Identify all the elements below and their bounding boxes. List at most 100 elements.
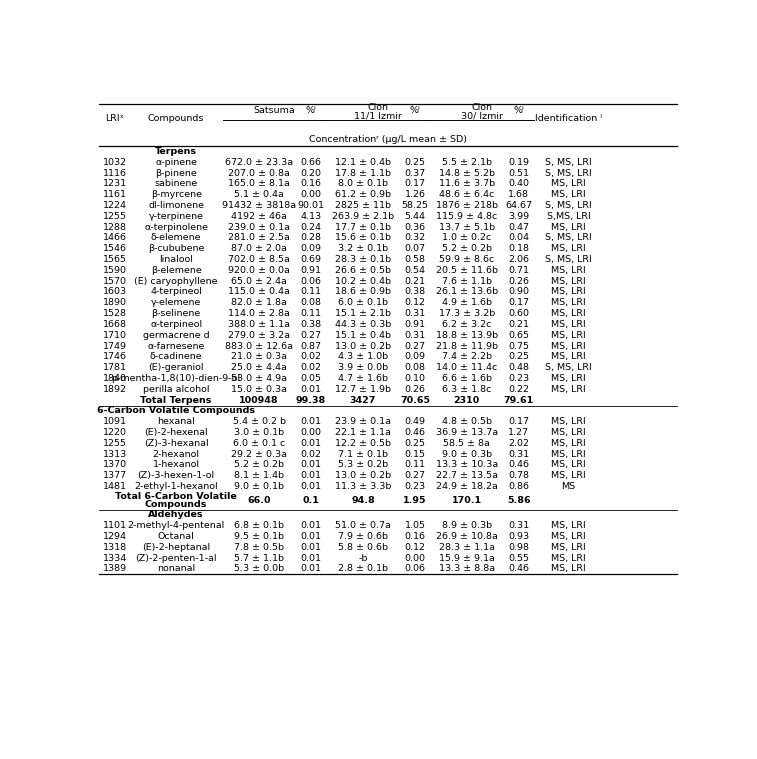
Text: Clon: Clon	[368, 103, 389, 112]
Text: 6.0 ± 0.1 c: 6.0 ± 0.1 c	[233, 439, 285, 448]
Text: 18.8 ± 13.9b: 18.8 ± 13.9b	[436, 331, 498, 340]
Text: 8.0 ± 0.1b: 8.0 ± 0.1b	[338, 179, 388, 188]
Text: 0.49: 0.49	[404, 417, 425, 427]
Text: 1161: 1161	[102, 191, 126, 199]
Text: S, MS, LRI: S, MS, LRI	[545, 201, 592, 210]
Text: MS, LRI: MS, LRI	[551, 191, 586, 199]
Text: 0.00: 0.00	[301, 428, 322, 437]
Text: 0.69: 0.69	[301, 255, 322, 264]
Text: 0.02: 0.02	[301, 352, 322, 361]
Text: 5.5 ± 2.1b: 5.5 ± 2.1b	[442, 158, 492, 167]
Text: 0.06: 0.06	[301, 277, 322, 285]
Text: 0.08: 0.08	[404, 363, 425, 372]
Text: MS, LRI: MS, LRI	[551, 288, 586, 297]
Text: (E) caryophyllene: (E) caryophyllene	[135, 277, 218, 285]
Text: 65.0 ± 2.4a: 65.0 ± 2.4a	[231, 277, 287, 285]
Text: 1-hexanol: 1-hexanol	[153, 461, 200, 470]
Text: 3427: 3427	[350, 395, 376, 405]
Text: δ-elemene: δ-elemene	[151, 234, 201, 242]
Text: 1231: 1231	[102, 179, 126, 188]
Text: 0.26: 0.26	[508, 277, 529, 285]
Text: 5.8 ± 0.6b: 5.8 ± 0.6b	[338, 543, 388, 552]
Text: MS, LRI: MS, LRI	[551, 244, 586, 254]
Text: 91432 ± 3818a: 91432 ± 3818a	[222, 201, 296, 210]
Text: 1255: 1255	[102, 212, 126, 221]
Text: 115.0 ± 0.4a: 115.0 ± 0.4a	[229, 288, 290, 297]
Text: 170.1: 170.1	[452, 496, 482, 505]
Text: 0.21: 0.21	[508, 320, 529, 329]
Text: 7.9 ± 0.6b: 7.9 ± 0.6b	[338, 532, 388, 541]
Text: 11/1 Izmir: 11/1 Izmir	[354, 111, 402, 120]
Text: 0.27: 0.27	[404, 342, 425, 351]
Text: 279.0 ± 3.2a: 279.0 ± 3.2a	[228, 331, 290, 340]
Text: 0.25: 0.25	[404, 158, 425, 167]
Text: 99.38: 99.38	[296, 395, 326, 405]
Text: 0.51: 0.51	[508, 168, 529, 178]
Text: α-pinene: α-pinene	[155, 158, 197, 167]
Text: 13.3 ± 10.3a: 13.3 ± 10.3a	[436, 461, 498, 470]
Text: 0.1: 0.1	[303, 496, 319, 505]
Text: 0.31: 0.31	[404, 309, 425, 318]
Text: 1.95: 1.95	[403, 496, 427, 505]
Text: 0.32: 0.32	[404, 234, 425, 242]
Text: 672.0 ± 23.3a: 672.0 ± 23.3a	[225, 158, 293, 167]
Text: 15.0 ± 0.3a: 15.0 ± 0.3a	[231, 385, 287, 394]
Text: 13.0 ± 0.2b: 13.0 ± 0.2b	[335, 342, 391, 351]
Text: linalool: linalool	[159, 255, 193, 264]
Text: 1313: 1313	[102, 449, 126, 458]
Text: p-mentha-1,8(10)-dien-9-ol: p-mentha-1,8(10)-dien-9-ol	[111, 374, 241, 383]
Text: MS, LRI: MS, LRI	[551, 352, 586, 361]
Text: 0.20: 0.20	[301, 168, 322, 178]
Text: 4.3 ± 1.0b: 4.3 ± 1.0b	[338, 352, 388, 361]
Text: 0.11: 0.11	[301, 288, 322, 297]
Text: 0.09: 0.09	[404, 352, 425, 361]
Text: 20.5 ± 11.6b: 20.5 ± 11.6b	[436, 266, 498, 275]
Text: 0.06: 0.06	[404, 565, 425, 574]
Text: 0.17: 0.17	[404, 179, 425, 188]
Text: 2825 ± 11b: 2825 ± 11b	[335, 201, 391, 210]
Text: (E)-2-hexenal: (E)-2-hexenal	[145, 428, 208, 437]
Text: 17.7 ± 0.1b: 17.7 ± 0.1b	[335, 222, 391, 231]
Text: 15.6 ± 0.1b: 15.6 ± 0.1b	[335, 234, 391, 242]
Text: 4-terpineol: 4-terpineol	[150, 288, 202, 297]
Text: 5.2 ± 0.2b: 5.2 ± 0.2b	[234, 461, 284, 470]
Text: 51.0 ± 0.7a: 51.0 ± 0.7a	[335, 521, 391, 531]
Text: MS, LRI: MS, LRI	[551, 439, 586, 448]
Text: (E)-2-heptanal: (E)-2-heptanal	[142, 543, 210, 552]
Text: 8.1 ± 1.4b: 8.1 ± 1.4b	[234, 471, 284, 480]
Text: 1.05: 1.05	[404, 521, 425, 531]
Text: α-terpineol: α-terpineol	[150, 320, 202, 329]
Text: Terpens: Terpens	[155, 147, 197, 156]
Text: 3.9 ± 0.0b: 3.9 ± 0.0b	[338, 363, 388, 372]
Text: 0.22: 0.22	[508, 385, 529, 394]
Text: 0.09: 0.09	[301, 244, 322, 254]
Text: Clon: Clon	[472, 103, 493, 112]
Text: 1781: 1781	[102, 363, 126, 372]
Text: 5.4 ± 0.2 b: 5.4 ± 0.2 b	[232, 417, 285, 427]
Text: 22.1 ± 1.1a: 22.1 ± 1.1a	[335, 428, 391, 437]
Text: 17.3 ± 3.2b: 17.3 ± 3.2b	[439, 309, 495, 318]
Text: 0.31: 0.31	[404, 331, 425, 340]
Text: γ-terpinene: γ-terpinene	[148, 212, 204, 221]
Text: 94.8: 94.8	[351, 496, 375, 505]
Text: 70.65: 70.65	[400, 395, 430, 405]
Text: 26.9 ± 10.8a: 26.9 ± 10.8a	[436, 532, 498, 541]
Text: S, MS, LRI: S, MS, LRI	[545, 234, 592, 242]
Text: 64.67: 64.67	[505, 201, 532, 210]
Text: 1749: 1749	[102, 342, 126, 351]
Text: MS, LRI: MS, LRI	[551, 385, 586, 394]
Text: 1.27: 1.27	[508, 428, 529, 437]
Text: 0.21: 0.21	[404, 277, 425, 285]
Text: 0.19: 0.19	[508, 158, 529, 167]
Text: MS, LRI: MS, LRI	[551, 553, 586, 562]
Text: perilla alcohol: perilla alcohol	[143, 385, 210, 394]
Text: 5.3 ± 0.0b: 5.3 ± 0.0b	[234, 565, 284, 574]
Text: 11.6 ± 3.7b: 11.6 ± 3.7b	[439, 179, 495, 188]
Text: 0.91: 0.91	[301, 266, 322, 275]
Text: 3.2 ± 0.1b: 3.2 ± 0.1b	[338, 244, 388, 254]
Text: 87.0 ± 2.0a: 87.0 ± 2.0a	[231, 244, 287, 254]
Text: 0.46: 0.46	[404, 428, 425, 437]
Text: 0.10: 0.10	[404, 374, 425, 383]
Text: β-selinene: β-selinene	[151, 309, 201, 318]
Text: 0.12: 0.12	[404, 298, 425, 307]
